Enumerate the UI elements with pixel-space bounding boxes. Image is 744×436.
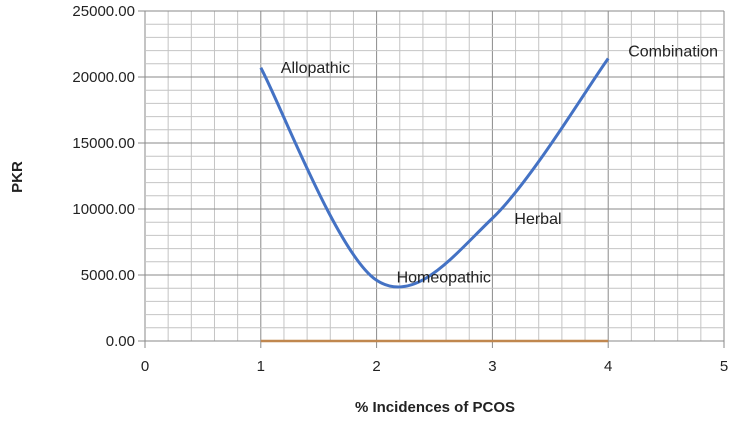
point-labels: Allopathic Homeopathic Herbal Combination [281, 44, 718, 287]
data-point-label: Herbal [514, 211, 561, 228]
data-point-label: Homeopathic [397, 269, 491, 286]
x-tick-label: 0 [141, 358, 149, 375]
x-tick-label: 4 [604, 358, 612, 375]
series-group [259, 57, 610, 343]
y-tick-label: 0.00 [106, 333, 135, 350]
data-point-label: Allopathic [281, 60, 350, 77]
y-tick-label: 5000.00 [81, 267, 135, 284]
y-tick-label: 10000.00 [72, 201, 135, 218]
x-tick-label: 1 [257, 358, 265, 375]
gridlines [144, 10, 725, 342]
x-tick-label: 3 [488, 358, 496, 375]
y-tick-label: 15000.00 [72, 135, 135, 152]
data-point-label: Combination [628, 44, 718, 61]
y-tick-label: 25000.00 [72, 3, 135, 20]
y-axis-label: PKR [9, 161, 26, 193]
y-tick-label: 20000.00 [72, 69, 135, 86]
series-line-1 [259, 57, 610, 289]
x-tick-label: 5 [720, 358, 728, 375]
x-axis-label: % Incidences of PCOS [355, 399, 515, 416]
x-tick-label: 2 [372, 358, 380, 375]
axes: 0.00 5000.00 10000.00 15000.00 20000.00 25000… [72, 3, 728, 375]
